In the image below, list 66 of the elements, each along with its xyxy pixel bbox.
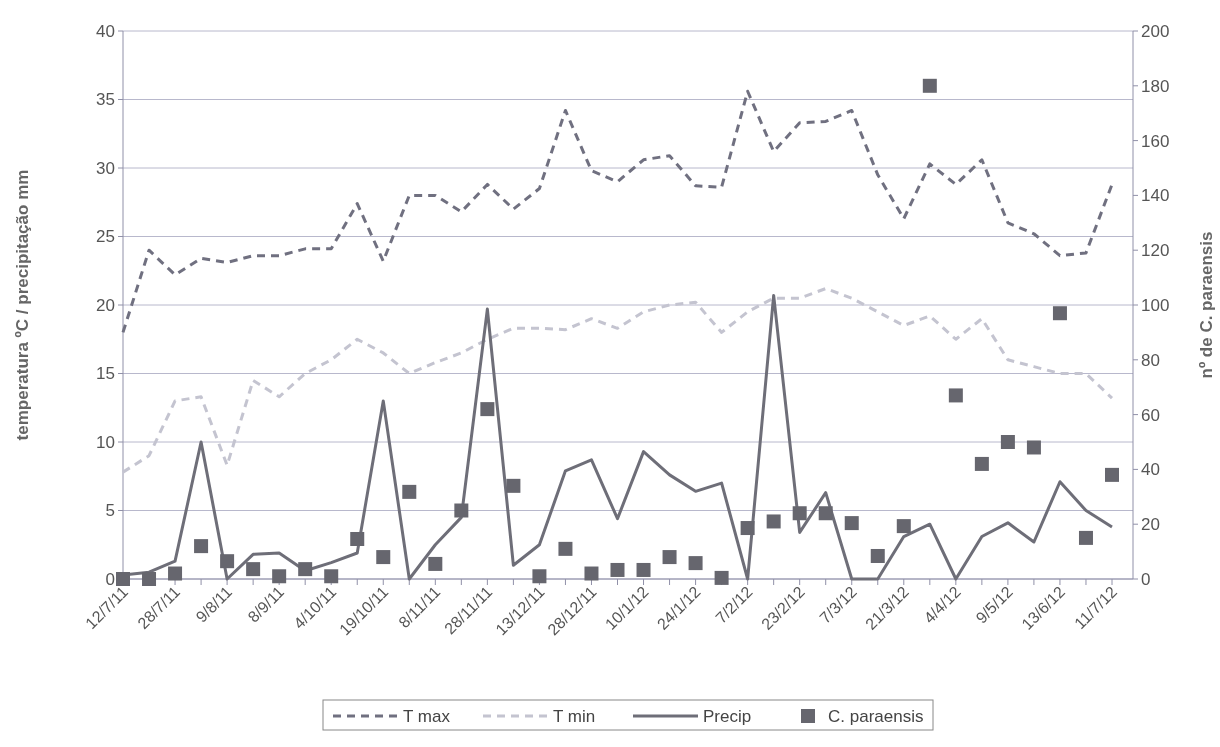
legend-label: C. paraensis bbox=[828, 706, 924, 726]
point bbox=[298, 562, 313, 577]
point bbox=[766, 514, 781, 529]
y2-tick-label: 140 bbox=[1141, 186, 1170, 206]
point bbox=[792, 506, 807, 521]
point bbox=[194, 539, 209, 554]
point bbox=[714, 570, 729, 585]
y-tick-label: 15 bbox=[96, 364, 115, 384]
y2-tick-label: 200 bbox=[1141, 21, 1170, 41]
legend-label: T max bbox=[403, 706, 451, 726]
line-series bbox=[121, 89, 1114, 334]
y2-tick-label: 100 bbox=[1141, 295, 1170, 315]
point bbox=[1105, 467, 1119, 482]
point bbox=[376, 550, 391, 565]
point bbox=[922, 78, 937, 93]
point bbox=[636, 562, 651, 577]
point bbox=[948, 388, 963, 403]
point bbox=[168, 566, 183, 581]
y2-axis-title: nº de C. paraensis bbox=[1197, 231, 1216, 379]
point bbox=[610, 562, 625, 577]
y2-tick-label: 80 bbox=[1141, 350, 1160, 370]
point bbox=[662, 550, 677, 565]
point bbox=[1000, 435, 1015, 449]
point bbox=[142, 572, 157, 586]
point bbox=[1078, 530, 1093, 545]
y-tick-label: 20 bbox=[96, 295, 115, 315]
y2-tick-label: 20 bbox=[1141, 515, 1160, 535]
point bbox=[1052, 306, 1067, 321]
point bbox=[974, 456, 989, 471]
point bbox=[584, 566, 599, 581]
point bbox=[844, 516, 859, 531]
point bbox=[350, 532, 365, 546]
y2-tick-label: 120 bbox=[1141, 241, 1170, 261]
y2-tick-label: 180 bbox=[1141, 76, 1170, 96]
y-tick-label: 25 bbox=[96, 227, 115, 247]
point bbox=[402, 484, 417, 499]
point bbox=[480, 402, 495, 417]
y2-tick-label: 60 bbox=[1141, 405, 1160, 425]
y2-tick-label: 160 bbox=[1141, 131, 1170, 151]
point bbox=[558, 541, 573, 556]
y-axis-title: temperatura ºC / precipitação mm bbox=[13, 169, 32, 441]
legend-label: Precip bbox=[703, 706, 752, 726]
y2-tick-label: 40 bbox=[1141, 460, 1160, 480]
y-tick-label: 0 bbox=[105, 569, 115, 589]
point bbox=[740, 521, 755, 536]
point bbox=[116, 572, 130, 586]
point bbox=[1026, 440, 1041, 455]
point bbox=[818, 506, 833, 521]
point bbox=[428, 556, 443, 571]
legend-label: T min bbox=[553, 706, 596, 726]
y-tick-label: 5 bbox=[105, 501, 115, 521]
point bbox=[454, 503, 469, 518]
y-tick-label: 40 bbox=[96, 21, 115, 41]
point bbox=[532, 569, 547, 584]
point bbox=[220, 554, 235, 569]
point bbox=[272, 569, 287, 584]
point bbox=[870, 548, 885, 563]
point bbox=[688, 556, 703, 571]
y-tick-label: 35 bbox=[96, 90, 115, 110]
point bbox=[896, 519, 911, 534]
point bbox=[324, 569, 339, 584]
y-tick-label: 10 bbox=[96, 432, 115, 452]
point bbox=[506, 478, 521, 493]
point bbox=[246, 562, 261, 577]
y-tick-label: 30 bbox=[96, 158, 115, 178]
y2-tick-label: 0 bbox=[1141, 569, 1151, 589]
